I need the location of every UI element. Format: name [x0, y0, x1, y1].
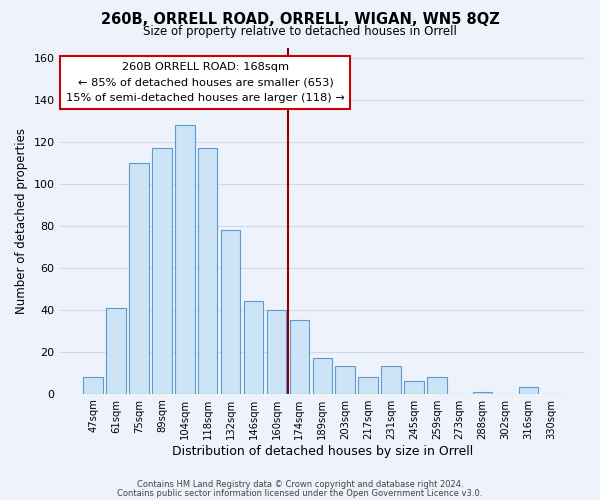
Bar	[267, 310, 286, 394]
Text: Contains HM Land Registry data © Crown copyright and database right 2024.: Contains HM Land Registry data © Crown c…	[137, 480, 463, 489]
Bar	[290, 320, 309, 394]
Text: Contains public sector information licensed under the Open Government Licence v3: Contains public sector information licen…	[118, 489, 482, 498]
Text: 260B, ORRELL ROAD, ORRELL, WIGAN, WN5 8QZ: 260B, ORRELL ROAD, ORRELL, WIGAN, WN5 8Q…	[101, 12, 499, 28]
Bar	[198, 148, 217, 394]
Bar	[358, 377, 378, 394]
Bar	[221, 230, 241, 394]
X-axis label: Distribution of detached houses by size in Orrell: Distribution of detached houses by size …	[172, 444, 473, 458]
Bar	[404, 381, 424, 394]
Bar	[519, 388, 538, 394]
Text: Size of property relative to detached houses in Orrell: Size of property relative to detached ho…	[143, 25, 457, 38]
Bar	[473, 392, 493, 394]
Bar	[427, 377, 446, 394]
Bar	[335, 366, 355, 394]
Bar	[313, 358, 332, 394]
Y-axis label: Number of detached properties: Number of detached properties	[15, 128, 28, 314]
Bar	[381, 366, 401, 394]
Bar	[129, 163, 149, 394]
Bar	[175, 125, 194, 394]
Text: 260B ORRELL ROAD: 168sqm
← 85% of detached houses are smaller (653)
15% of semi-: 260B ORRELL ROAD: 168sqm ← 85% of detach…	[66, 62, 345, 104]
Bar	[152, 148, 172, 394]
Bar	[244, 302, 263, 394]
Bar	[83, 377, 103, 394]
Bar	[106, 308, 126, 394]
